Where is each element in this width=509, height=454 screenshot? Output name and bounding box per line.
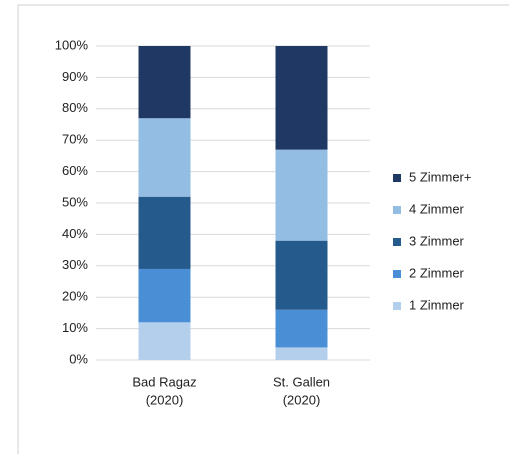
legend-label: 3 Zimmer bbox=[409, 233, 465, 248]
x-tick-label: (2020) bbox=[146, 392, 184, 407]
legend-swatch bbox=[393, 206, 401, 214]
bar-segment bbox=[138, 46, 191, 119]
legend-label: 4 Zimmer bbox=[409, 201, 465, 216]
bar-segment bbox=[138, 196, 191, 269]
bar-segment bbox=[275, 149, 328, 241]
y-tick-label: 70% bbox=[62, 132, 88, 147]
x-tick-label: (2020) bbox=[283, 392, 321, 407]
legend-label: 1 Zimmer bbox=[409, 297, 465, 312]
bar-segment bbox=[275, 46, 328, 150]
legend-label: 5 Zimmer+ bbox=[409, 169, 471, 184]
y-tick-label: 60% bbox=[62, 163, 88, 178]
legend-label: 2 Zimmer bbox=[409, 265, 465, 280]
y-tick-label: 90% bbox=[62, 69, 88, 84]
y-tick-label: 20% bbox=[62, 289, 88, 304]
y-tick-label: 0% bbox=[69, 351, 88, 366]
bar-segment bbox=[275, 309, 328, 348]
y-tick-label: 50% bbox=[62, 194, 88, 209]
y-tick-label: 40% bbox=[62, 226, 88, 241]
x-tick-label: Bad Ragaz bbox=[132, 374, 196, 389]
bar-segment bbox=[138, 118, 191, 197]
y-tick-label: 10% bbox=[62, 320, 88, 335]
bar-segment bbox=[275, 240, 328, 310]
legend-swatch bbox=[393, 238, 401, 246]
legend-swatch bbox=[393, 270, 401, 278]
frame bbox=[17, 4, 509, 454]
bar-segment bbox=[138, 268, 191, 323]
bar-segment bbox=[275, 347, 328, 360]
y-tick-label: 80% bbox=[62, 100, 88, 115]
legend-swatch bbox=[393, 174, 401, 182]
y-tick-label: 30% bbox=[62, 257, 88, 272]
y-tick-label: 100% bbox=[55, 37, 89, 52]
bar-segment bbox=[138, 322, 191, 360]
x-tick-label: St. Gallen bbox=[273, 374, 330, 389]
legend-swatch bbox=[393, 302, 401, 310]
